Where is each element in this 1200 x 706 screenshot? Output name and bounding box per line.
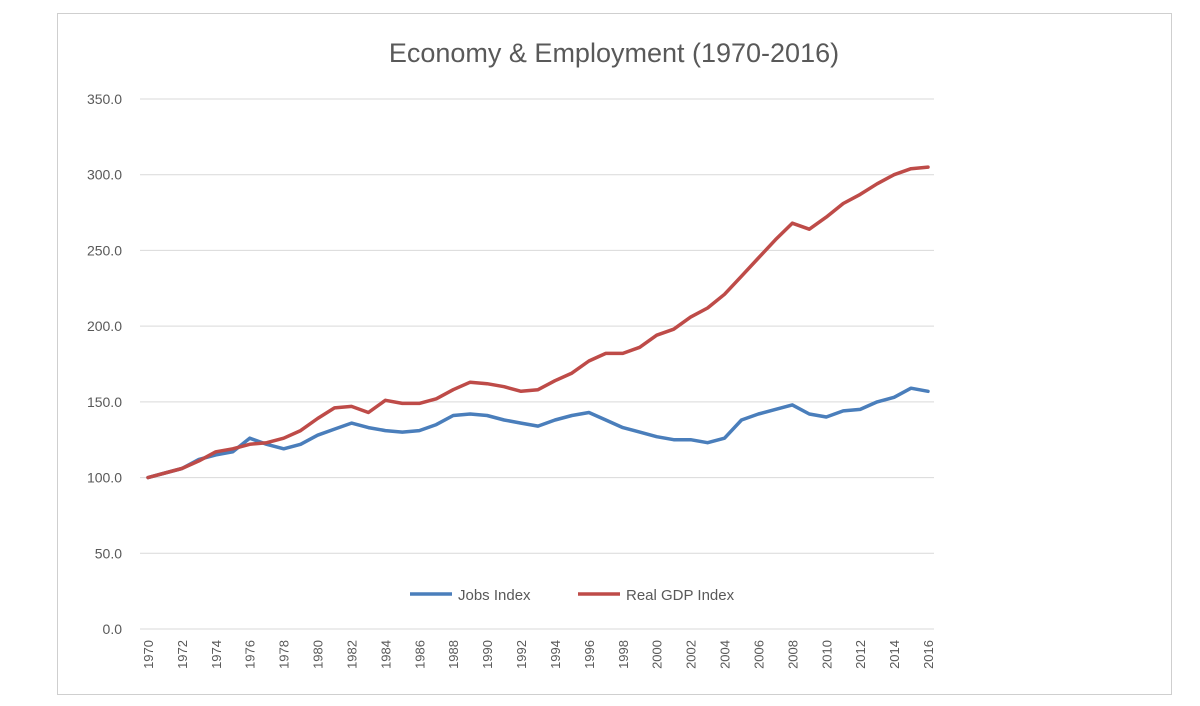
series-lines <box>146 165 930 480</box>
legend-label-jobs-index: Jobs Index <box>458 587 531 604</box>
x-tick-label: 1970 <box>141 640 156 669</box>
x-tick-label: 1998 <box>616 640 631 669</box>
y-tick-label: 350.0 <box>87 91 122 107</box>
y-tick-label: 250.0 <box>87 242 122 258</box>
x-tick-label: 2012 <box>853 640 868 669</box>
x-tick-label: 2014 <box>887 640 902 669</box>
x-tick-label: 2002 <box>684 640 699 669</box>
legend: Jobs Index Real GDP Index <box>410 587 735 604</box>
x-tick-label: 1994 <box>548 640 563 669</box>
x-tick-label: 1980 <box>311 640 326 669</box>
y-tick-label: 200.0 <box>87 318 122 334</box>
y-axis-ticks: 0.0 50.0 100.0 150.0 200.0 250.0 300.0 350.0 <box>87 91 122 637</box>
y-tick-label: 150.0 <box>87 394 122 410</box>
x-tick-label: 1992 <box>514 640 529 669</box>
y-tick-label: 50.0 <box>95 545 122 561</box>
x-tick-label: 2008 <box>785 640 800 669</box>
x-tick-label: 2004 <box>718 640 733 669</box>
legend-label-real-gdp-index: Real GDP Index <box>626 587 735 604</box>
x-tick-label: 1990 <box>480 640 495 669</box>
x-tick-label: 1976 <box>243 640 258 669</box>
x-tick-label: 1984 <box>378 640 393 669</box>
x-axis-ticks: 1970 1972 1974 1976 1978 1980 1982 1984 1986 1988… <box>141 640 936 669</box>
x-tick-label: 2016 <box>921 640 936 669</box>
x-tick-label: 1986 <box>412 640 427 669</box>
chart-title: Economy & Employment (1970-2016) <box>389 38 839 68</box>
x-tick-label: 2006 <box>751 640 766 669</box>
x-tick-label: 2010 <box>819 640 834 669</box>
gridlines <box>140 98 934 630</box>
x-tick-label: 1978 <box>277 640 292 669</box>
x-tick-label: 1996 <box>582 640 597 669</box>
y-tick-label: 100.0 <box>87 470 122 486</box>
x-tick-label: 1972 <box>175 640 190 669</box>
x-tick-label: 1974 <box>209 640 224 669</box>
y-tick-label: 300.0 <box>87 167 122 183</box>
series-line-real-gdp-index <box>146 165 930 480</box>
y-tick-label: 0.0 <box>103 621 123 637</box>
series-line-jobs-index <box>146 386 930 480</box>
x-tick-label: 1988 <box>446 640 461 669</box>
x-tick-label: 2000 <box>650 640 665 669</box>
x-tick-label: 1982 <box>344 640 359 669</box>
